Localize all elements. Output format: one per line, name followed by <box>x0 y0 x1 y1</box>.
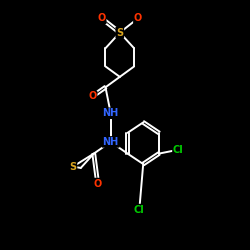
Text: NH: NH <box>102 137 119 147</box>
Text: S: S <box>70 162 76 172</box>
Text: O: O <box>98 13 106 23</box>
Text: S: S <box>116 28 123 38</box>
Text: Cl: Cl <box>134 204 145 214</box>
Text: Cl: Cl <box>173 145 184 155</box>
Text: O: O <box>88 91 96 101</box>
Text: O: O <box>134 13 142 23</box>
Text: O: O <box>94 178 102 188</box>
Text: NH: NH <box>102 108 119 118</box>
